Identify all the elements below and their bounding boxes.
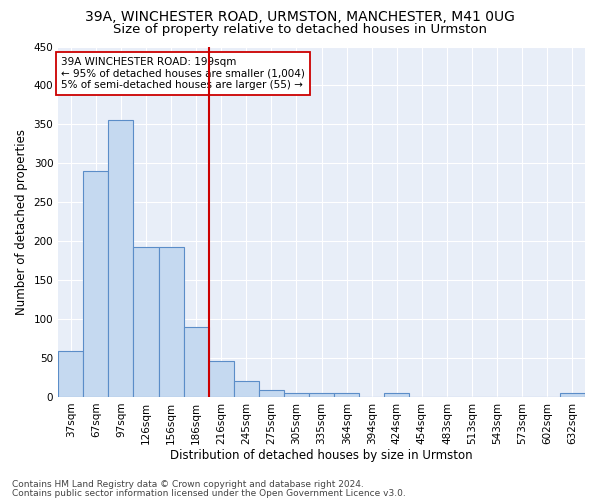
- Bar: [109, 120, 133, 397]
- Bar: [259, 390, 284, 397]
- Bar: [560, 393, 585, 397]
- Bar: [284, 393, 309, 397]
- Text: Contains public sector information licensed under the Open Government Licence v3: Contains public sector information licen…: [12, 488, 406, 498]
- Bar: [234, 382, 259, 397]
- Text: Size of property relative to detached houses in Urmston: Size of property relative to detached ho…: [113, 22, 487, 36]
- Text: Contains HM Land Registry data © Crown copyright and database right 2024.: Contains HM Land Registry data © Crown c…: [12, 480, 364, 489]
- Bar: [209, 361, 234, 397]
- Bar: [334, 393, 359, 397]
- Text: 39A, WINCHESTER ROAD, URMSTON, MANCHESTER, M41 0UG: 39A, WINCHESTER ROAD, URMSTON, MANCHESTE…: [85, 10, 515, 24]
- Y-axis label: Number of detached properties: Number of detached properties: [15, 128, 28, 314]
- Bar: [58, 351, 83, 397]
- Bar: [184, 327, 209, 397]
- Bar: [309, 393, 334, 397]
- X-axis label: Distribution of detached houses by size in Urmston: Distribution of detached houses by size …: [170, 450, 473, 462]
- Bar: [83, 171, 109, 397]
- Bar: [133, 248, 158, 397]
- Bar: [385, 393, 409, 397]
- Bar: [158, 248, 184, 397]
- Text: 39A WINCHESTER ROAD: 199sqm
← 95% of detached houses are smaller (1,004)
5% of s: 39A WINCHESTER ROAD: 199sqm ← 95% of det…: [61, 57, 305, 90]
